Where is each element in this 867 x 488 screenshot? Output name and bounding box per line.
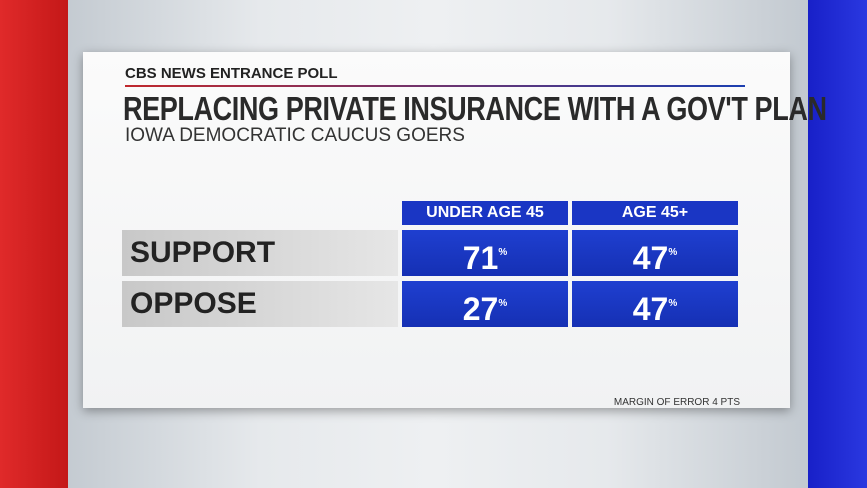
panel: CBS NEWS ENTRANCE POLL REPLACING PRIVATE…	[83, 52, 827, 408]
rule	[125, 85, 745, 87]
row-label: SUPPORT	[122, 230, 398, 276]
unit: %	[668, 298, 678, 309]
unit: %	[498, 298, 508, 309]
value-cell: 27%	[402, 281, 568, 327]
footer-note: MARGIN OF ERROR 4 PTS	[613, 397, 740, 408]
title: REPLACING PRIVATE INSURANCE WITH A GOV'T…	[123, 90, 827, 127]
subtitle: IOWA DEMOCRATIC CAUCUS GOERS	[125, 125, 465, 146]
column-header: AGE 45+	[572, 201, 738, 225]
unit: %	[498, 247, 508, 258]
brand: CBS NEWS ENTRANCE POLL	[125, 65, 338, 82]
value-cell: 71%	[402, 230, 568, 276]
column-header: UNDER AGE 45	[402, 201, 568, 225]
value: 47	[632, 240, 669, 276]
row-label: OPPOSE	[122, 281, 398, 327]
value-cell: 47%	[572, 281, 738, 327]
red-strip	[0, 0, 68, 488]
value: 47	[632, 291, 669, 327]
value: 71	[462, 240, 499, 276]
value-cell: 47%	[572, 230, 738, 276]
unit: %	[668, 247, 678, 258]
value: 27	[462, 291, 499, 327]
blue-strip	[808, 0, 867, 488]
